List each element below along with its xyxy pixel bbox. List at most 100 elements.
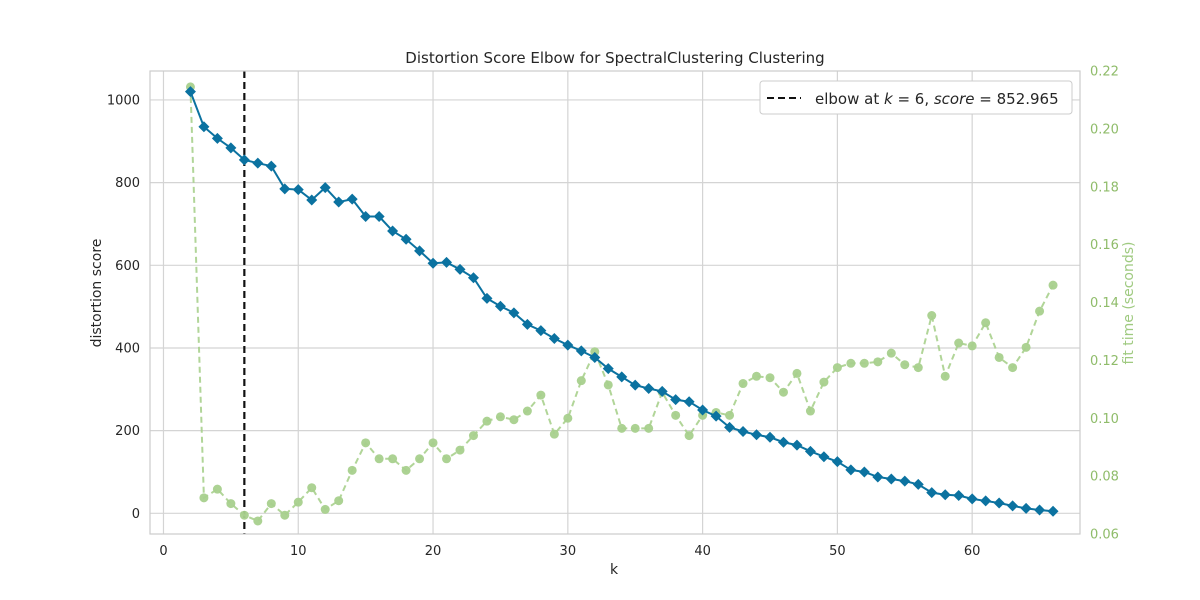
y-tick-label: 400 <box>115 341 140 356</box>
distortion-point <box>697 404 709 416</box>
distortion-point <box>885 473 897 485</box>
distortion-point <box>481 292 493 304</box>
distortion-point <box>467 272 479 284</box>
distortion-point <box>333 196 345 208</box>
fit-time-point <box>954 338 964 348</box>
distortion-point <box>279 183 291 195</box>
fit-time-point <box>967 341 977 351</box>
distortion-point <box>225 142 237 154</box>
x-tick-label: 20 <box>425 544 442 559</box>
distortion-point <box>764 431 776 443</box>
y-tick-label: 800 <box>115 176 140 191</box>
x-tick-label: 30 <box>560 544 577 559</box>
fit-time-point <box>1021 342 1031 352</box>
fit-time-point <box>1035 306 1045 316</box>
x-tick-label: 50 <box>829 544 846 559</box>
legend-label: elbow at k = 6, score = 852.965 <box>815 90 1059 108</box>
fit-time-point <box>886 348 896 358</box>
fit-time-point <box>307 483 317 493</box>
distortion-point <box>575 345 587 357</box>
fit-time-point <box>266 499 276 509</box>
fit-time-point <box>859 358 869 368</box>
fit-time-point <box>415 454 425 464</box>
fit-time-point <box>347 465 357 475</box>
fit-time-point <box>738 379 748 389</box>
distortion-point <box>602 363 614 375</box>
distortion-point <box>494 300 506 312</box>
distortion-point <box>737 425 749 437</box>
distortion-point <box>319 182 331 194</box>
legend-k: k <box>884 90 894 108</box>
distortion-point <box>683 396 695 408</box>
distortion-point <box>306 194 318 206</box>
distortion-point <box>373 211 385 223</box>
fit-time-point <box>468 431 478 441</box>
fit-time-point <box>913 363 923 373</box>
fit-time-point <box>320 504 330 514</box>
y-tick-label: 200 <box>115 424 140 439</box>
fit-time-point <box>199 493 209 503</box>
fit-time-point <box>428 438 438 448</box>
distortion-point <box>211 132 223 144</box>
distortion-point <box>387 225 399 237</box>
fit-time-point <box>293 497 303 507</box>
x-axis-label: k <box>610 562 619 578</box>
y2-tick-label: 0.14 <box>1090 296 1119 311</box>
x-tick-label: 0 <box>159 544 167 559</box>
fit-time-point <box>455 445 465 455</box>
fit-time-point <box>495 412 505 422</box>
y-tick-label: 600 <box>115 259 140 274</box>
x-tick-label: 40 <box>694 544 711 559</box>
fit-time-point <box>253 516 263 526</box>
fit-time-point <box>792 368 802 378</box>
fit-time-point <box>509 415 519 425</box>
distortion-point <box>562 339 574 351</box>
distortion-point <box>966 493 978 505</box>
fit-time-point <box>576 376 586 386</box>
fit-time-point <box>630 423 640 433</box>
fit-time-point <box>388 454 398 464</box>
distortion-point <box>980 495 992 507</box>
fit-time-point <box>805 406 815 416</box>
distortion-point <box>238 154 250 166</box>
fit-time-point <box>981 318 991 328</box>
distortion-point <box>818 451 830 463</box>
y2-tick-label: 0.20 <box>1090 122 1119 137</box>
distortion-point <box>926 487 938 499</box>
fit-time-point <box>361 438 371 448</box>
fit-time-point <box>832 363 842 373</box>
distortion-point <box>656 385 668 397</box>
fit-time-point <box>900 360 910 370</box>
fit-time-point <box>226 499 236 509</box>
fit-time-point <box>1048 280 1058 290</box>
distortion-point <box>845 464 857 476</box>
distortion-point <box>1034 504 1046 516</box>
x-tick-label: 60 <box>964 544 981 559</box>
distortion-point <box>521 318 533 330</box>
fit-time-point <box>549 429 559 439</box>
legend-box <box>759 80 1073 115</box>
distortion-point <box>872 471 884 483</box>
y2-tick-label: 0.12 <box>1090 354 1119 369</box>
grid-lines <box>150 71 1080 534</box>
legend: elbow at k = 6, score = 852.965 <box>759 80 1073 115</box>
distortion-point <box>535 325 547 337</box>
distortion-point <box>643 382 655 394</box>
distortion-point <box>427 257 439 269</box>
fit-time-point <box>212 484 222 494</box>
distortion-point <box>400 233 412 245</box>
distortion-point <box>710 410 722 422</box>
legend-eq2: = 852.965 <box>975 90 1059 108</box>
distortion-point <box>346 193 358 205</box>
distortion-point <box>899 475 911 487</box>
fit-time-point <box>725 410 735 420</box>
distortion-point <box>360 211 372 223</box>
y-tick-label: 0 <box>132 507 140 522</box>
distortion-point <box>912 478 924 490</box>
distortion-point <box>777 436 789 448</box>
fit-time-point <box>334 496 344 506</box>
distortion-point <box>858 466 870 478</box>
fit-time-point <box>940 371 950 381</box>
legend-prefix: elbow at <box>815 90 884 108</box>
distortion-point <box>804 445 816 457</box>
